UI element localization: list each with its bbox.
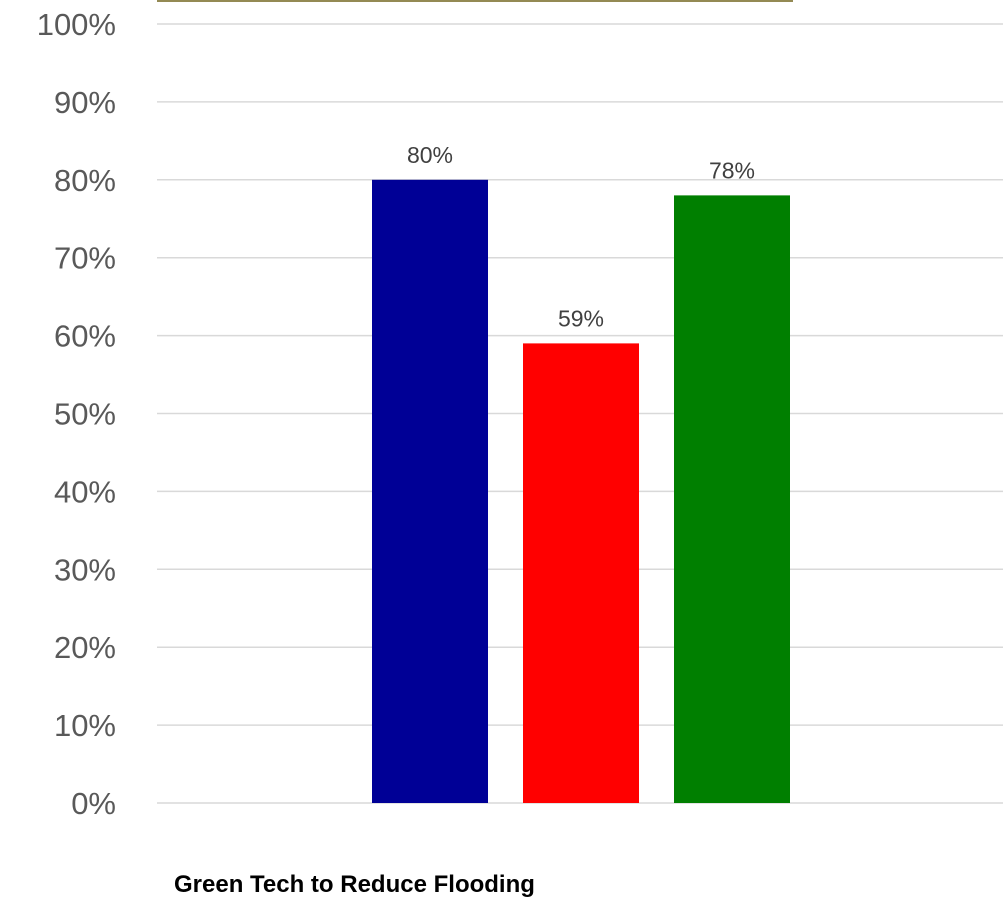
data-labels: 80% 59% 78%: [407, 142, 755, 332]
category-label: Green Tech to Reduce Flooding: [174, 871, 535, 898]
y-tick-label: 50%: [54, 397, 116, 432]
bars: [372, 179, 790, 804]
y-tick-label: 100%: [37, 7, 116, 42]
y-tick-label: 10%: [54, 708, 116, 743]
y-tick-label: 80%: [54, 163, 116, 198]
y-tick-label: 60%: [54, 319, 116, 354]
y-tick-label: 0%: [71, 786, 116, 821]
y-tick-label: 30%: [54, 552, 116, 587]
y-tick-label: 70%: [54, 241, 116, 276]
bar: [372, 179, 488, 804]
bar-data-label: 78%: [709, 157, 755, 183]
y-tick-label: 20%: [54, 630, 116, 665]
bar-data-label: 59%: [558, 305, 604, 331]
bar: [523, 343, 639, 803]
bar-data-label: 80%: [407, 142, 453, 168]
y-tick-label: 90%: [54, 85, 116, 120]
y-tick-label: 40%: [54, 474, 116, 509]
bar: [674, 195, 790, 803]
y-axis-tick-labels: 0% 10% 20% 30% 40% 50% 60% 70% 80% 90% 100%: [37, 7, 116, 821]
